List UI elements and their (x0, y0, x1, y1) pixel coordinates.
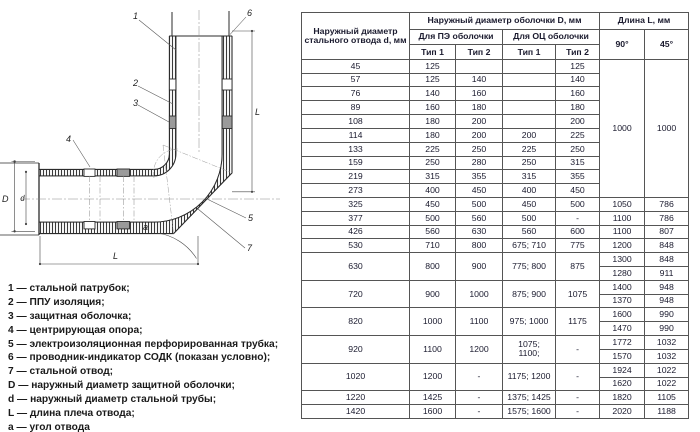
svg-text:4: 4 (66, 134, 71, 144)
svg-text:L: L (255, 107, 260, 117)
svg-text:6: 6 (247, 8, 252, 18)
svg-text:3: 3 (133, 98, 138, 108)
svg-text:2: 2 (132, 78, 138, 88)
svg-text:7: 7 (247, 243, 253, 253)
svg-text:d: d (20, 194, 26, 203)
svg-text:D: D (2, 194, 9, 204)
svg-text:5: 5 (248, 213, 254, 223)
svg-text:1: 1 (133, 11, 138, 21)
svg-text:a: a (143, 222, 148, 232)
svg-text:L: L (113, 251, 118, 261)
